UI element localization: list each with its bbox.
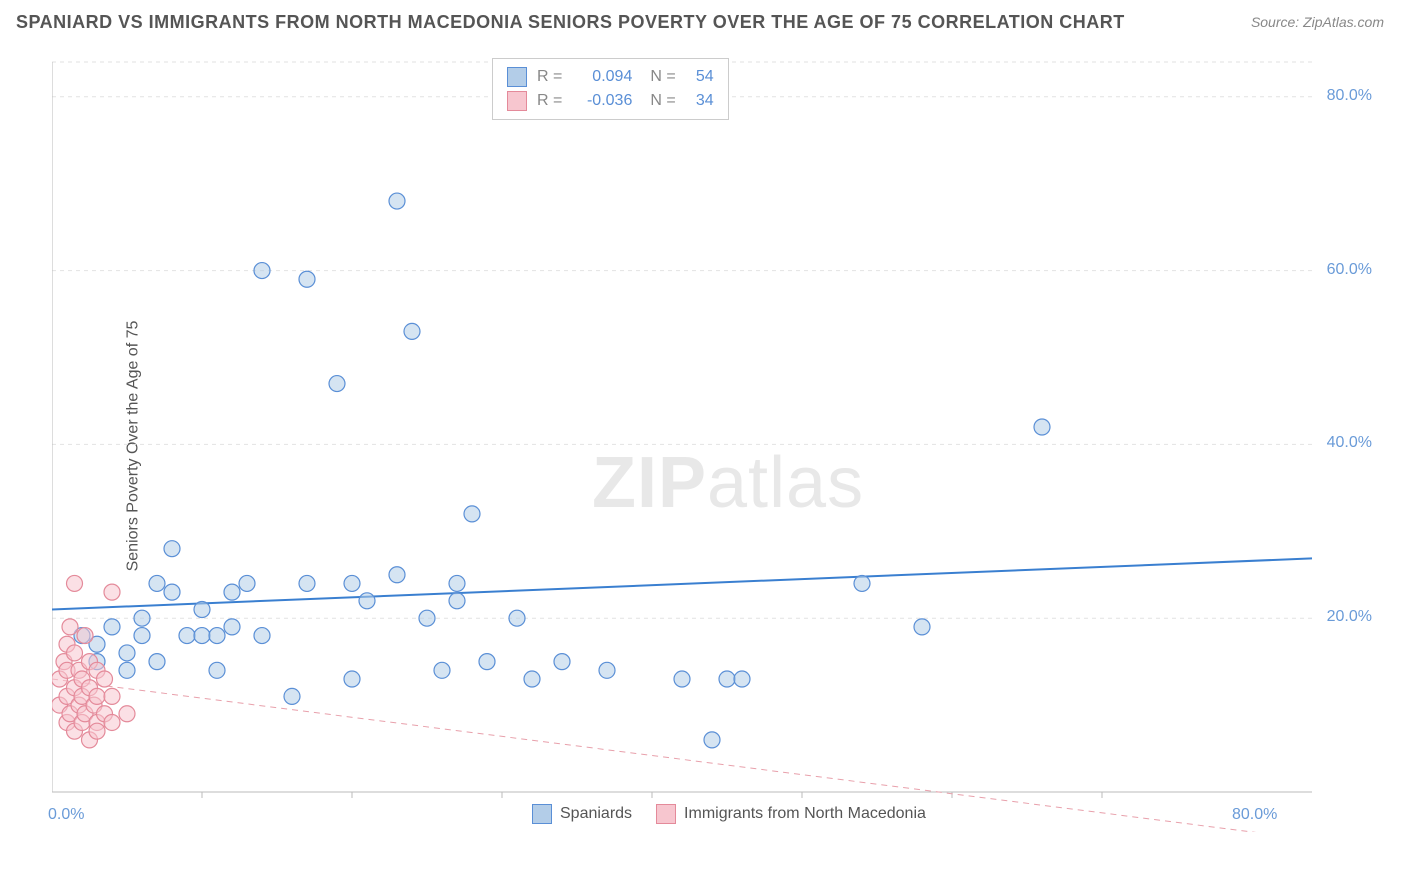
n-label: N = [650,65,675,89]
y-tick-label: 80.0% [1327,87,1372,105]
stats-row: R = 0.094 N = 54 [507,65,714,89]
r-label: R = [537,65,562,89]
chart-legend: Spaniards Immigrants from North Macedonia [532,804,926,824]
plot-area: ZIPatlas R =0.094N =54R =-0.036N =34 Spa… [52,52,1382,832]
series-swatch [507,67,527,87]
source-attribution: Source: ZipAtlas.com [1251,14,1384,30]
y-tick-label: 40.0% [1327,434,1372,452]
scatter-plot-svg [52,52,1382,832]
r-label: R = [537,89,562,113]
legend-swatch [656,804,676,824]
legend-item: Immigrants from North Macedonia [656,804,926,824]
n-value: 54 [686,65,714,89]
x-tick-label: 80.0% [1232,806,1277,824]
x-tick-label: 0.0% [48,806,84,824]
legend-label: Immigrants from North Macedonia [684,805,926,823]
chart-title: SPANIARD VS IMMIGRANTS FROM NORTH MACEDO… [16,12,1125,33]
y-tick-label: 20.0% [1327,608,1372,626]
legend-item: Spaniards [532,804,632,824]
legend-label: Spaniards [560,805,632,823]
legend-swatch [532,804,552,824]
n-value: 34 [686,89,714,113]
r-value: -0.036 [572,89,632,113]
n-label: N = [650,89,675,113]
series-swatch [507,91,527,111]
y-tick-label: 60.0% [1327,261,1372,279]
correlation-stats-box: R = 0.094 N = 54 R = -0.036 N = 34 [492,58,729,120]
stats-row: R = -0.036 N = 34 [507,89,714,113]
r-value: 0.094 [572,65,632,89]
